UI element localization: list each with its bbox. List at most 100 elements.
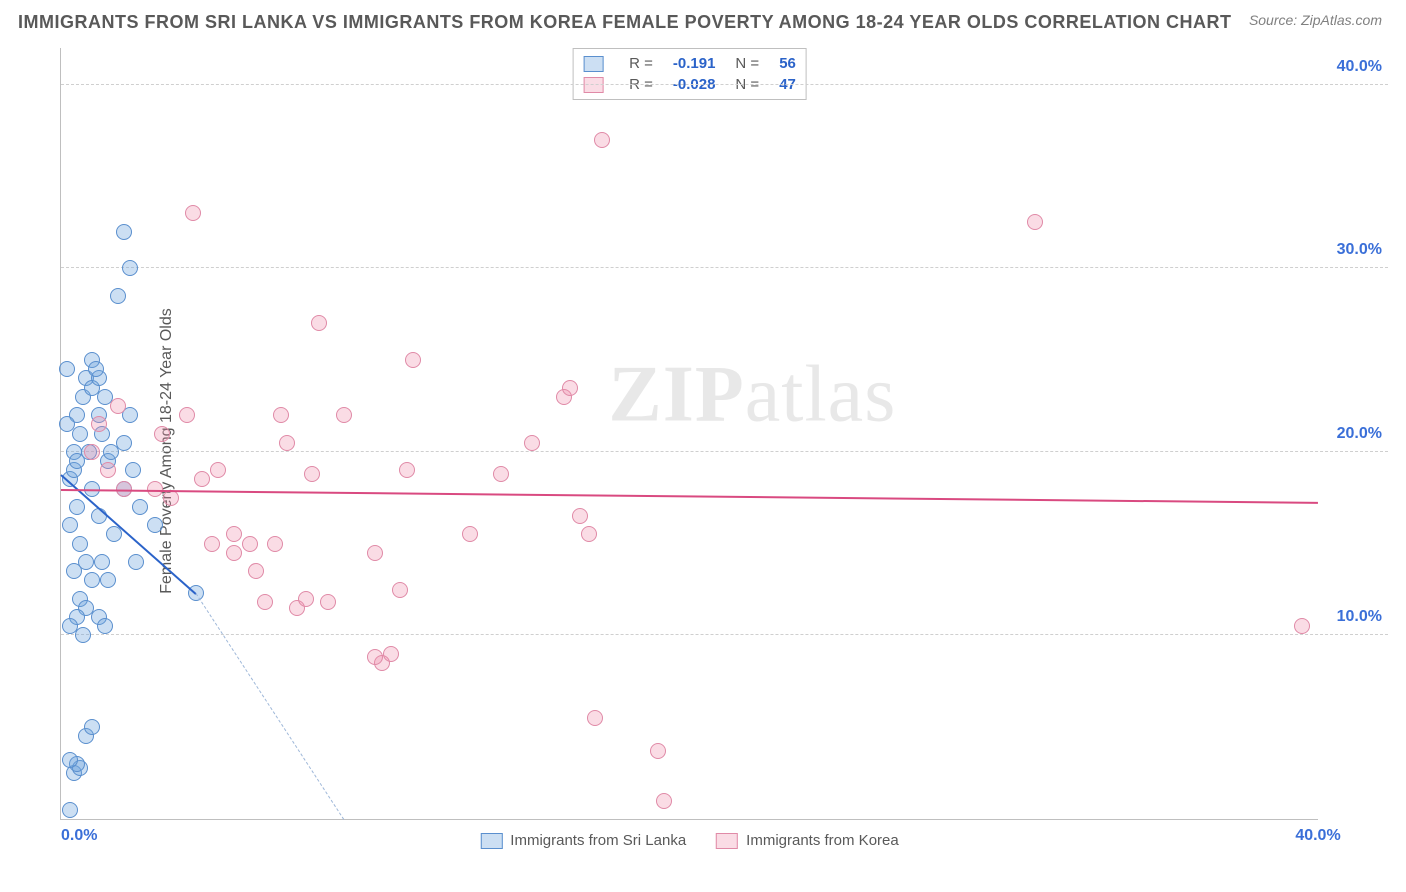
- plot-area: ZIPatlas R =-0.191N =56R =-0.028N =47 Im…: [60, 48, 1318, 820]
- data-point: [204, 536, 220, 552]
- data-point: [122, 260, 138, 276]
- data-point: [179, 407, 195, 423]
- data-point: [226, 526, 242, 542]
- watermark-rest: atlas: [745, 350, 897, 438]
- data-point: [405, 352, 421, 368]
- data-point: [132, 499, 148, 515]
- n-label: N =: [725, 53, 769, 74]
- legend-item: Immigrants from Sri Lanka: [480, 832, 686, 849]
- y-tick-label: 20.0%: [1337, 425, 1382, 443]
- source-attribution: Source: ZipAtlas.com: [1249, 12, 1382, 28]
- watermark-bold: ZIP: [608, 350, 744, 438]
- data-point: [69, 453, 85, 469]
- data-point: [185, 205, 201, 221]
- data-point: [84, 719, 100, 735]
- data-point: [226, 545, 242, 561]
- data-point: [524, 435, 540, 451]
- trend-line: [61, 489, 1318, 504]
- data-point: [59, 361, 75, 377]
- data-point: [320, 594, 336, 610]
- data-point: [147, 517, 163, 533]
- y-tick-label: 10.0%: [1337, 608, 1382, 626]
- trend-line-extrapolated: [196, 593, 345, 819]
- r-label: R =: [619, 53, 663, 74]
- data-point: [493, 466, 509, 482]
- data-point: [84, 572, 100, 588]
- data-point: [75, 627, 91, 643]
- legend-swatch: [583, 56, 603, 72]
- x-tick-label: 40.0%: [1295, 827, 1340, 845]
- data-point: [110, 288, 126, 304]
- legend-series: Immigrants from Sri Lanka Immigrants from…: [480, 832, 898, 849]
- data-point: [97, 618, 113, 634]
- data-point: [116, 481, 132, 497]
- data-point: [267, 536, 283, 552]
- data-point: [94, 554, 110, 570]
- watermark: ZIPatlas: [608, 349, 896, 440]
- data-point: [100, 462, 116, 478]
- legend-label: Immigrants from Korea: [746, 832, 899, 849]
- data-point: [1027, 214, 1043, 230]
- legend-row: R =-0.191N =56: [573, 53, 806, 74]
- data-point: [336, 407, 352, 423]
- data-point: [125, 462, 141, 478]
- data-point: [62, 517, 78, 533]
- data-point: [367, 649, 383, 665]
- data-point: [462, 526, 478, 542]
- data-point: [1294, 618, 1310, 634]
- data-point: [392, 582, 408, 598]
- data-point: [100, 572, 116, 588]
- data-point: [69, 499, 85, 515]
- data-point: [572, 508, 588, 524]
- legend-swatch: [480, 833, 502, 849]
- data-point: [154, 426, 170, 442]
- chart-title: IMMIGRANTS FROM SRI LANKA VS IMMIGRANTS …: [18, 12, 1232, 33]
- gridline: [61, 84, 1388, 85]
- data-point: [581, 526, 597, 542]
- data-point: [594, 132, 610, 148]
- data-point: [311, 315, 327, 331]
- data-point: [66, 563, 82, 579]
- data-point: [72, 536, 88, 552]
- data-point: [587, 710, 603, 726]
- data-point: [88, 361, 104, 377]
- data-point: [656, 793, 672, 809]
- data-point: [116, 224, 132, 240]
- r-value: -0.191: [663, 53, 726, 74]
- legend-swatch: [583, 77, 603, 93]
- data-point: [91, 416, 107, 432]
- legend-item: Immigrants from Korea: [716, 832, 899, 849]
- gridline: [61, 267, 1388, 268]
- data-point: [304, 466, 320, 482]
- gridline: [61, 634, 1388, 635]
- x-tick-label: 0.0%: [61, 827, 97, 845]
- data-point: [84, 444, 100, 460]
- data-point: [562, 380, 578, 396]
- data-point: [62, 752, 78, 768]
- data-point: [273, 407, 289, 423]
- legend-swatch: [716, 833, 738, 849]
- y-tick-label: 40.0%: [1337, 58, 1382, 76]
- chart-container: Female Poverty Among 18-24 Year Olds ZIP…: [38, 48, 1388, 854]
- data-point: [116, 435, 132, 451]
- data-point: [650, 743, 666, 759]
- data-point: [147, 481, 163, 497]
- data-point: [383, 646, 399, 662]
- legend-label: Immigrants from Sri Lanka: [510, 832, 686, 849]
- data-point: [298, 591, 314, 607]
- data-point: [248, 563, 264, 579]
- data-point: [242, 536, 258, 552]
- data-point: [210, 462, 226, 478]
- data-point: [110, 398, 126, 414]
- data-point: [194, 471, 210, 487]
- data-point: [257, 594, 273, 610]
- y-tick-label: 30.0%: [1337, 241, 1382, 259]
- data-point: [367, 545, 383, 561]
- legend-correlation: R =-0.191N =56R =-0.028N =47: [572, 48, 807, 100]
- data-point: [128, 554, 144, 570]
- data-point: [62, 802, 78, 818]
- data-point: [279, 435, 295, 451]
- n-value: 56: [769, 53, 806, 74]
- gridline: [61, 451, 1388, 452]
- data-point: [399, 462, 415, 478]
